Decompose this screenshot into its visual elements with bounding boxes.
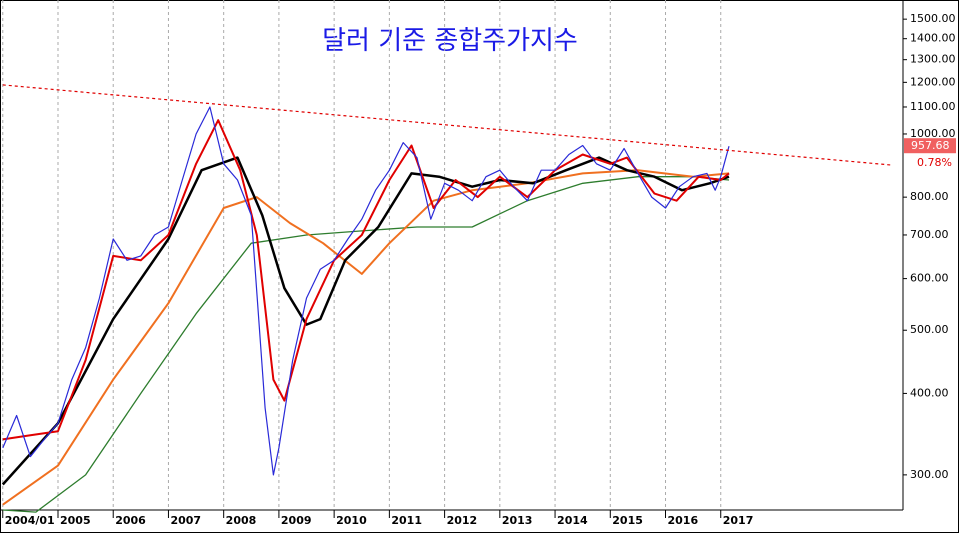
chart-title: 달러 기준 종합주가지수 xyxy=(322,26,578,56)
series-line xyxy=(2,169,730,506)
series-line xyxy=(2,176,730,513)
x-tick-label: 2010 xyxy=(336,514,367,527)
x-tick-label: 2017 xyxy=(723,514,754,527)
y-tick-label: 1400.00 xyxy=(910,32,956,45)
last-value-label: 957.68 xyxy=(911,139,950,152)
x-tick-label: 2011 xyxy=(391,514,422,527)
x-tick-label: 2013 xyxy=(502,514,533,527)
series-line xyxy=(1,156,730,486)
x-tick-label: 2016 xyxy=(668,514,699,527)
y-tick-label: 600.00 xyxy=(910,272,949,285)
series-line xyxy=(2,106,730,476)
y-tick-label: 500.00 xyxy=(910,323,949,336)
series-line xyxy=(2,119,730,441)
x-tick-label: 2008 xyxy=(226,514,257,527)
x-tick-label: 2005 xyxy=(60,514,91,527)
change-label: 0.78% xyxy=(917,156,952,169)
y-tick-label: 1300.00 xyxy=(910,53,956,66)
last-value-box xyxy=(904,138,956,154)
y-tick-label: 400.00 xyxy=(910,386,949,399)
x-tick-label: 2004/01 xyxy=(5,514,55,527)
y-tick-label: 300.00 xyxy=(910,468,949,481)
x-tick-label: 2015 xyxy=(612,514,643,527)
x-tick-label: 2007 xyxy=(170,514,201,527)
x-tick-label: 2012 xyxy=(447,514,478,527)
x-tick-label: 2006 xyxy=(115,514,146,527)
y-tick-label: 1500.00 xyxy=(910,12,956,25)
y-tick-label: 1100.00 xyxy=(910,100,956,113)
y-tick-label: 800.00 xyxy=(910,190,949,203)
y-tick-label: 700.00 xyxy=(910,228,949,241)
y-tick-label: 1000.00 xyxy=(910,127,956,140)
x-tick-label: 2009 xyxy=(281,514,312,527)
x-tick-label: 2014 xyxy=(557,514,588,527)
trendline xyxy=(2,84,893,166)
y-tick-label: 1200.00 xyxy=(910,75,956,88)
